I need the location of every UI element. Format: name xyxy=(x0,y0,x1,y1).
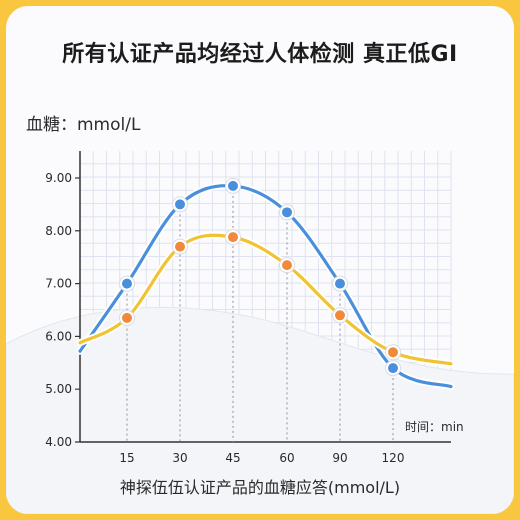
x-tick-label: 120 xyxy=(382,451,405,465)
y-tick-label: 5.00 xyxy=(45,382,72,396)
series-line xyxy=(78,233,453,366)
data-point xyxy=(122,312,132,323)
y-tick-label: 4.00 xyxy=(45,435,72,449)
y-axis-label: 血糖：mmol/L xyxy=(26,115,141,135)
data-point xyxy=(388,347,398,358)
data-point xyxy=(335,278,345,289)
y-tick-label: 8.00 xyxy=(45,224,72,238)
data-point xyxy=(282,260,292,271)
data-point xyxy=(175,241,185,252)
x-tick-label: 15 xyxy=(119,451,134,465)
data-point xyxy=(228,232,238,243)
y-tick-labels: 4.00 5.00 6.00 7.00 8.00 9.00 xyxy=(45,171,80,449)
glucose-response-chart: 4.00 5.00 6.00 7.00 8.00 9.00 15 30 45 60 90 120 时… xyxy=(6,151,514,514)
y-tick-label: 7.00 xyxy=(45,277,72,291)
x-tick-label: 45 xyxy=(225,451,240,465)
series-markers xyxy=(119,177,401,377)
chart-caption: 神探伍伍认证产品的血糖应答(mmol/L) xyxy=(119,478,401,497)
data-point xyxy=(282,207,292,218)
y-tick-label: 9.00 xyxy=(45,171,72,185)
x-tick-label: 60 xyxy=(279,451,294,465)
data-point xyxy=(335,310,345,321)
data-point xyxy=(175,199,185,210)
page-title: 所有认证产品均经过人体检测 真正低GI xyxy=(62,42,458,67)
chart-card: 所有认证产品均经过人体检测 真正低GI 血糖：mmol/L 4.00 5.00 6.… xyxy=(6,6,514,514)
y-tick-label: 6.00 xyxy=(45,329,72,343)
x-tick-label: 30 xyxy=(172,451,187,465)
data-point xyxy=(388,363,398,374)
data-point xyxy=(122,278,132,289)
x-tick-labels: 15 30 45 60 90 120 xyxy=(119,451,404,465)
data-point xyxy=(228,180,238,191)
x-tick-label: 90 xyxy=(332,451,347,465)
x-axis-unit-label: 时间：min xyxy=(405,420,464,434)
